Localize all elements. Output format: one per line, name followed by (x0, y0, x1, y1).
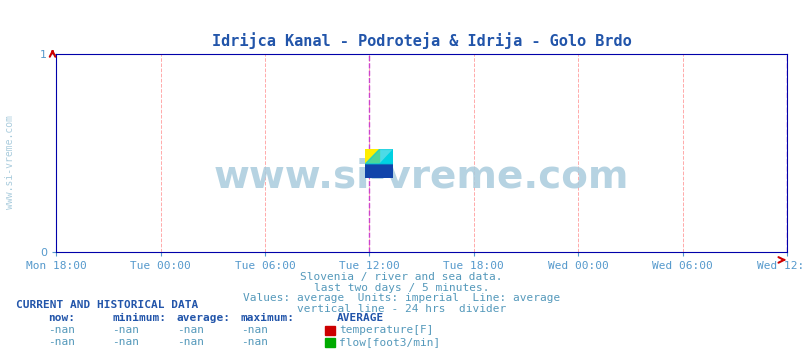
Text: -nan: -nan (48, 325, 75, 335)
Text: www.si-vreme.com: www.si-vreme.com (213, 158, 629, 196)
Polygon shape (365, 149, 393, 164)
Text: www.si-vreme.com: www.si-vreme.com (5, 115, 14, 209)
Text: now:: now: (48, 313, 75, 323)
Text: -nan: -nan (112, 325, 140, 335)
Polygon shape (365, 164, 393, 178)
Text: average:: average: (176, 313, 230, 323)
Text: AVERAGE: AVERAGE (337, 313, 384, 323)
Text: temperature[F]: temperature[F] (338, 325, 433, 335)
Text: Values: average  Units: imperial  Line: average: Values: average Units: imperial Line: av… (242, 293, 560, 303)
Text: flow[foot3/min]: flow[foot3/min] (338, 337, 439, 347)
Text: -nan: -nan (112, 337, 140, 347)
Polygon shape (379, 149, 393, 164)
Text: minimum:: minimum: (112, 313, 166, 323)
Text: vertical line - 24 hrs  divider: vertical line - 24 hrs divider (297, 304, 505, 314)
Bar (365, 149, 379, 164)
Title: Idrijca Kanal - Podroteja & Idrija - Golo Brdo: Idrijca Kanal - Podroteja & Idrija - Gol… (212, 32, 630, 49)
Text: maximum:: maximum: (241, 313, 294, 323)
Text: -nan: -nan (176, 325, 204, 335)
Text: last two days / 5 minutes.: last two days / 5 minutes. (314, 283, 488, 293)
Text: -nan: -nan (241, 325, 268, 335)
Text: CURRENT AND HISTORICAL DATA: CURRENT AND HISTORICAL DATA (16, 300, 198, 310)
Text: -nan: -nan (48, 337, 75, 347)
Text: -nan: -nan (176, 337, 204, 347)
Text: Slovenia / river and sea data.: Slovenia / river and sea data. (300, 272, 502, 282)
Text: -nan: -nan (241, 337, 268, 347)
